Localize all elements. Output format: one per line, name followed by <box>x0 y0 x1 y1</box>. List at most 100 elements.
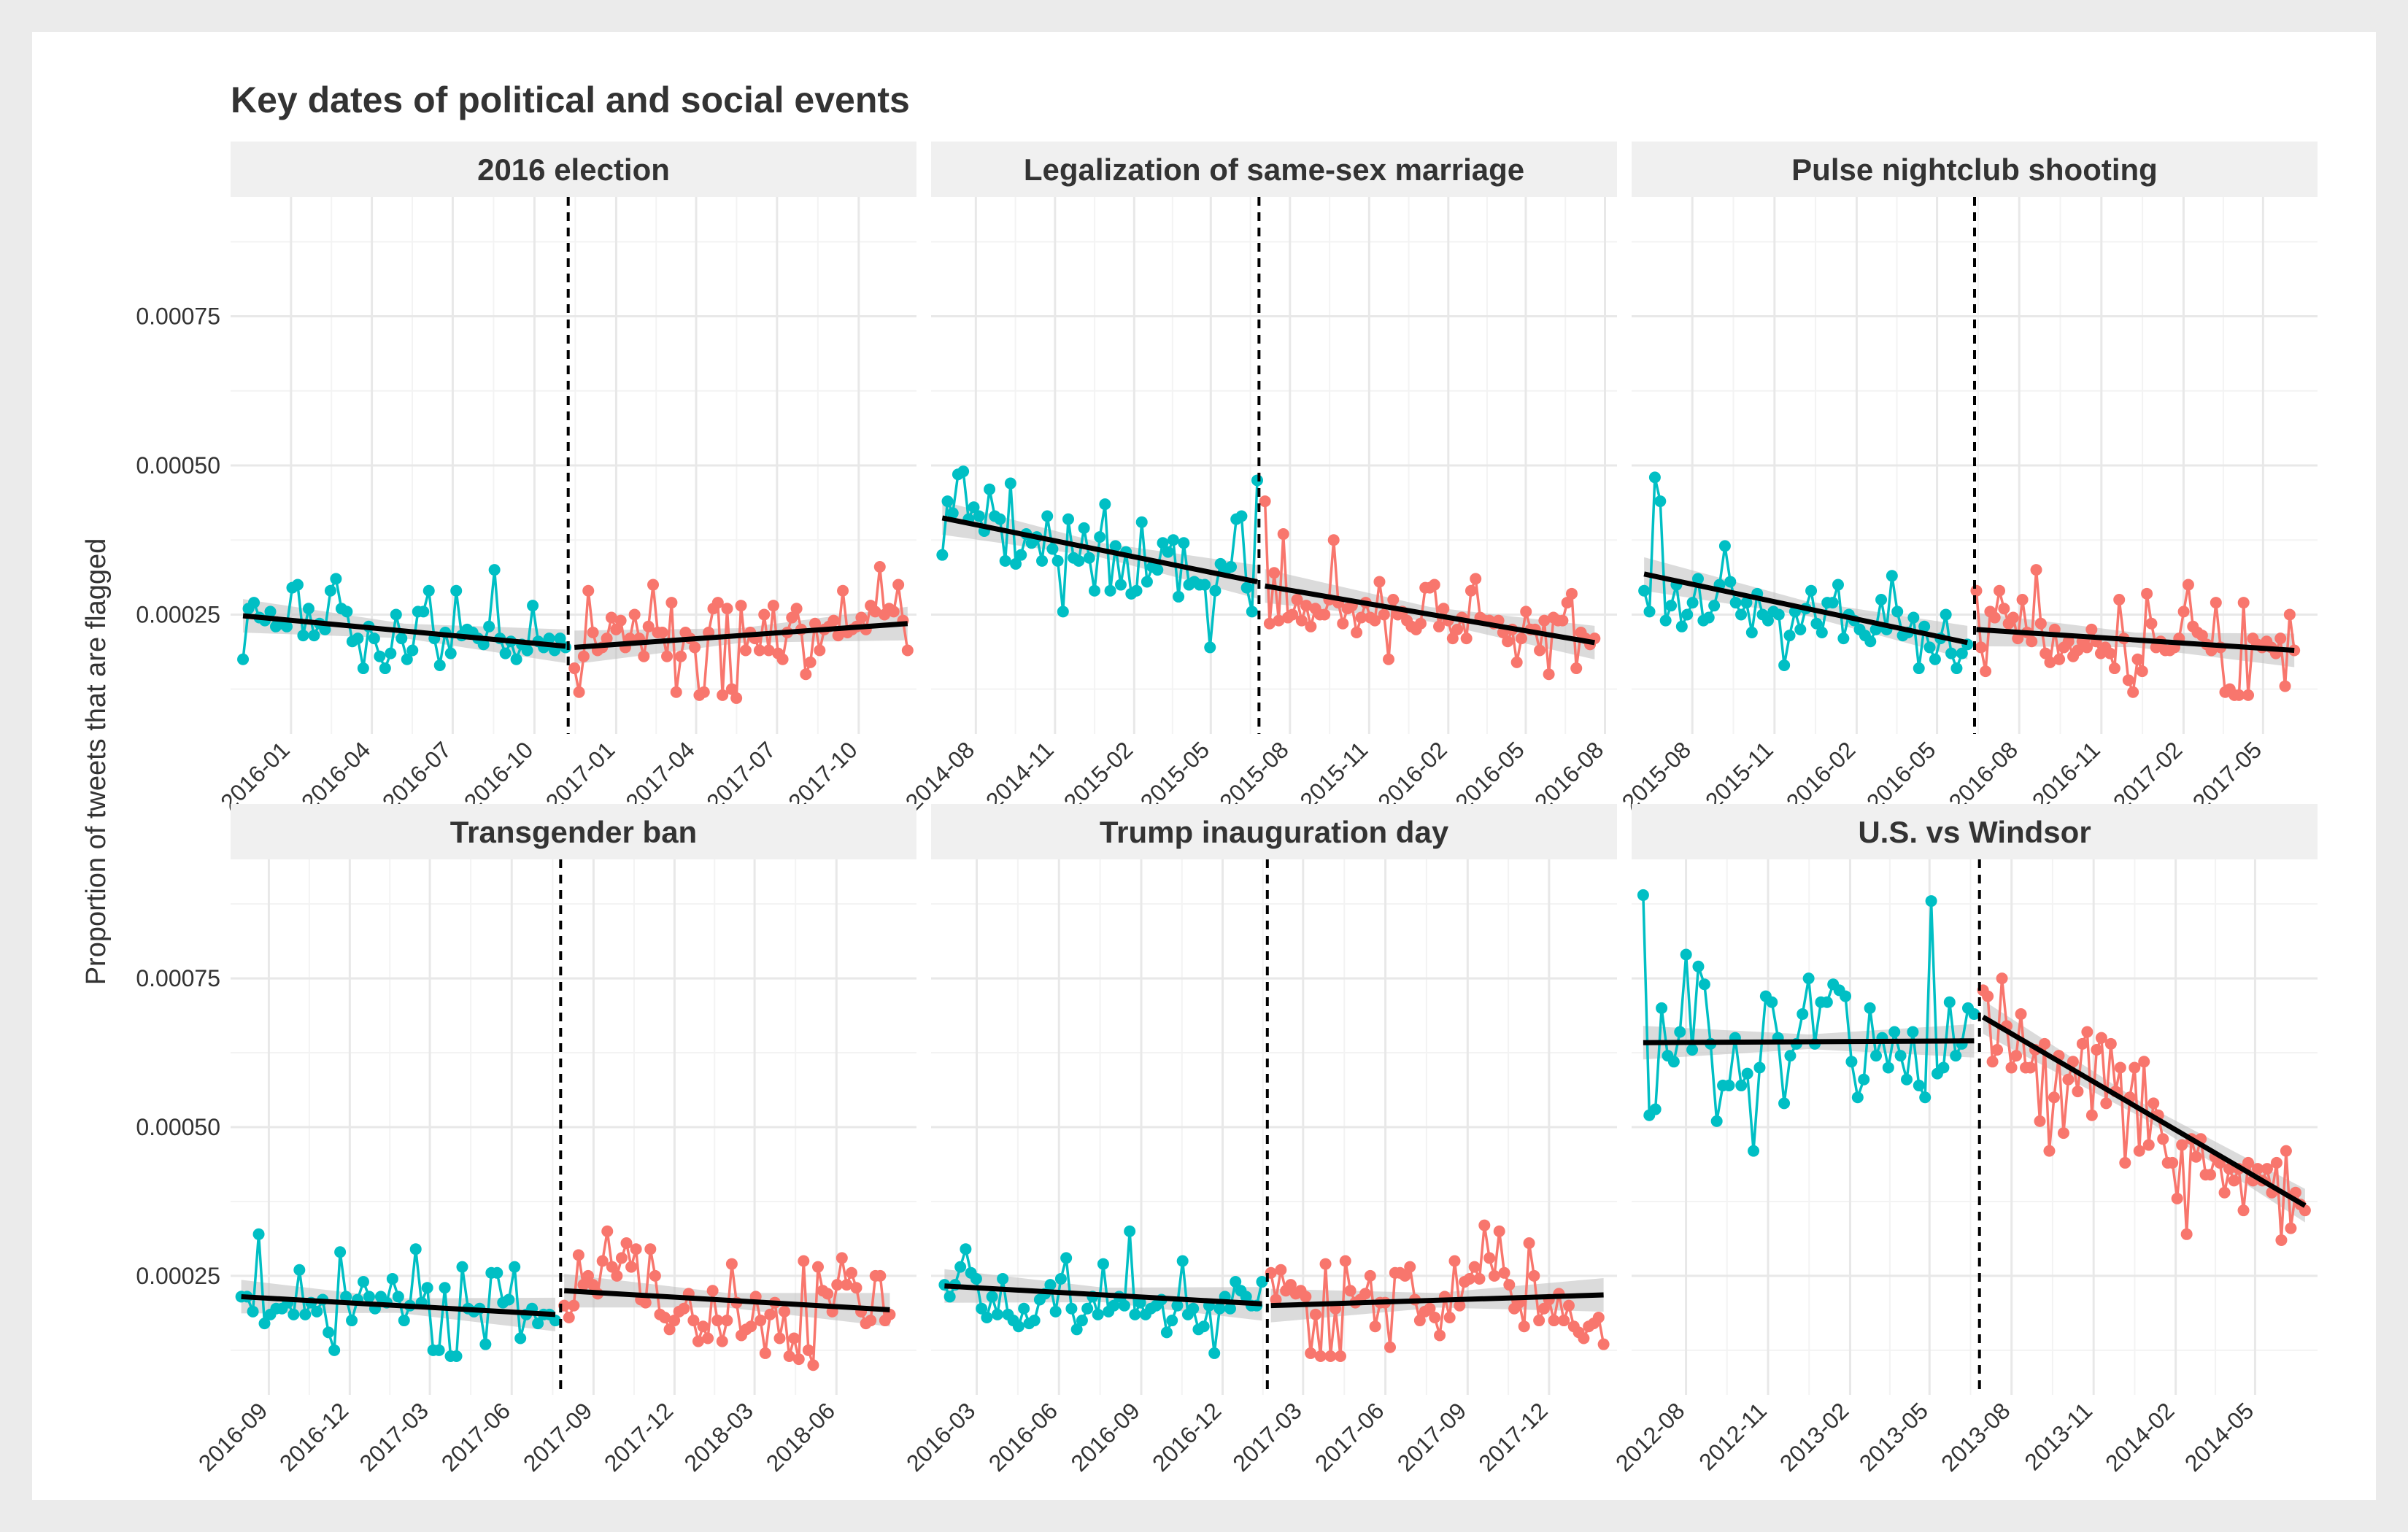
post-data-point <box>1503 1279 1516 1291</box>
pre-data-point <box>1081 1302 1094 1315</box>
post-data-point <box>1470 573 1482 585</box>
pre-data-point <box>1864 635 1877 648</box>
post-trend-line <box>1265 583 1595 646</box>
post-data-point <box>841 1279 853 1291</box>
post-data-point <box>1337 617 1349 630</box>
post-data-point <box>2010 1050 2023 1062</box>
post-data-point <box>577 1279 590 1291</box>
post-data-point <box>1980 665 1992 678</box>
pre-data-point <box>483 620 495 632</box>
pre-data-point <box>1888 1026 1901 1038</box>
pre-data-point <box>1802 972 1815 985</box>
post-data-point <box>2131 653 2144 665</box>
post-data-point <box>855 611 868 624</box>
y-tick-label: 0.00025 <box>136 601 220 627</box>
post-data-point <box>577 650 590 662</box>
post-data-point <box>2279 680 2291 692</box>
y-tick-label: 0.00075 <box>136 303 220 330</box>
post-data-point <box>2237 597 2250 609</box>
x-tick-label: 2015-08 <box>1214 736 1293 815</box>
pre-data-point <box>1821 996 1833 1008</box>
pre-data-point <box>1659 614 1672 627</box>
post-data-point <box>1359 1288 1371 1300</box>
post-data-point <box>2270 1156 2282 1169</box>
post-data-point <box>615 1252 628 1264</box>
pre-data-point <box>1968 1008 1980 1021</box>
post-data-point <box>2015 1008 2027 1021</box>
facet-title: Transgender ban <box>450 815 697 849</box>
pre-data-point <box>1051 554 1064 567</box>
pre-data-point <box>1083 552 1095 564</box>
x-tick-label: 2013-02 <box>1775 1397 1853 1476</box>
post-data-point <box>568 1299 580 1312</box>
post-data-point <box>2275 1234 2288 1246</box>
pre-data-point <box>417 606 430 618</box>
facet-title: U.S. vs Windsor <box>1858 815 2091 849</box>
post-data-point <box>2067 1056 2079 1068</box>
post-data-point <box>2038 1037 2050 1050</box>
post-data-point <box>2114 1061 2126 1074</box>
pre-data-point <box>957 465 970 478</box>
x-tick-label: 2017-03 <box>1227 1397 1306 1476</box>
post-data-point <box>735 600 747 612</box>
post-data-point <box>1443 1311 1456 1323</box>
pre-data-point <box>390 608 402 621</box>
pre-data-point <box>1832 579 1844 591</box>
post-data-point <box>572 1249 584 1261</box>
pre-data-point <box>960 1243 972 1256</box>
post-data-point <box>711 1315 724 1327</box>
pre-data-point <box>1886 570 1898 582</box>
post-data-point <box>2072 1086 2084 1098</box>
pre-data-point <box>328 1344 341 1356</box>
pre-data-point <box>308 630 320 642</box>
post-data-point <box>2157 1133 2169 1145</box>
post-data-point <box>1460 632 1473 645</box>
post-data-point <box>2274 632 2287 645</box>
pre-data-point <box>1070 1323 1083 1336</box>
pre-data-point <box>1918 620 1931 632</box>
post-data-point <box>1473 1272 1486 1285</box>
pre-data-point <box>1692 960 1705 972</box>
post-data-point <box>2136 665 2148 678</box>
post-data-point <box>2085 623 2098 635</box>
pre-data-point <box>986 1291 998 1303</box>
x-tick-label: 2016-11 <box>2027 736 2105 814</box>
pre-data-point <box>1870 1050 1883 1062</box>
post-data-point <box>1556 614 1569 627</box>
pre-data-point <box>503 1293 515 1306</box>
post-data-point <box>1351 626 1363 638</box>
pre-data-point <box>999 554 1011 567</box>
post-data-point <box>792 1353 805 1366</box>
post-data-point <box>711 597 724 609</box>
post-data-point <box>2261 1163 2273 1175</box>
post-data-point <box>1996 972 2008 985</box>
post-data-point <box>2048 1091 2060 1104</box>
pre-data-point <box>1913 1079 1925 1091</box>
post-data-point <box>2012 632 2024 645</box>
pre-data-point <box>1643 606 1656 618</box>
post-data-point <box>1537 1302 1550 1315</box>
post-data-point <box>2044 656 2056 668</box>
pre-data-point <box>1654 495 1667 508</box>
facet-strip <box>1632 142 2318 197</box>
pre-data-point <box>1224 1302 1236 1315</box>
post-data-point <box>668 1315 681 1327</box>
post-data-point <box>1384 1341 1397 1353</box>
post-data-point <box>639 1296 652 1309</box>
x-tick-label: 2017-04 <box>620 736 699 815</box>
post-data-point <box>2129 1061 2141 1074</box>
x-tick-label: 2013-08 <box>1936 1397 2015 1476</box>
x-tick-label: 2017-02 <box>2108 736 2187 815</box>
post-data-point <box>2145 617 2158 630</box>
pre-trend-line <box>241 1293 556 1318</box>
post-data-point <box>1286 608 1299 621</box>
post-data-point <box>2242 1156 2255 1169</box>
pre-data-point <box>1950 662 1963 675</box>
pre-data-point <box>247 1305 259 1318</box>
x-tick-label: 2014-05 <box>2180 1397 2258 1476</box>
post-data-point <box>745 1320 757 1333</box>
post-data-point <box>2104 1037 2117 1050</box>
facet-panel: Transgender ban 0.00025 0.00050 0.00075 2016… <box>136 804 916 1477</box>
x-tick-label: 2016-10 <box>459 736 538 815</box>
